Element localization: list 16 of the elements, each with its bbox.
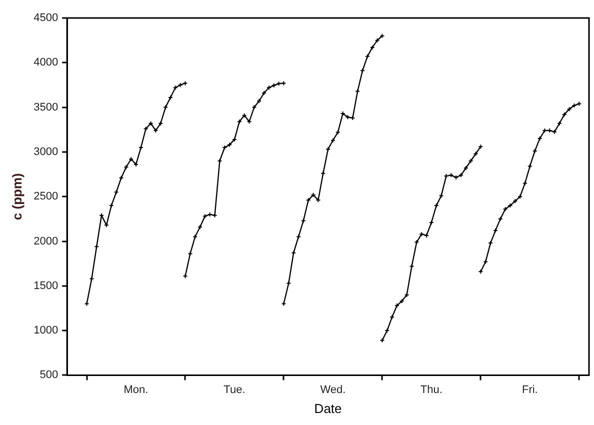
x-axis-title: Date (314, 400, 342, 416)
y-tick-label: 3500 (34, 101, 58, 114)
y-tick-label: 4000 (34, 56, 58, 69)
x-tick-label: Wed. (320, 384, 346, 396)
y-tick-label: 4500 (34, 12, 58, 24)
x-tick-label: Fri. (522, 384, 538, 396)
y-tick-label: 1000 (34, 324, 58, 337)
x-tick-label: Thu. (420, 384, 442, 396)
x-tick-label: Tue. (224, 384, 246, 396)
y-tick-label: 3000 (34, 146, 58, 158)
x-tick-label: Mon. (124, 384, 148, 396)
y-tick-label: 1500 (34, 280, 58, 292)
y-tick-label: 500 (40, 369, 58, 382)
y-tick-label: 2000 (34, 235, 58, 248)
y-axis-title: c (ppm) (9, 173, 24, 220)
y-tick-label: 2500 (34, 190, 58, 203)
